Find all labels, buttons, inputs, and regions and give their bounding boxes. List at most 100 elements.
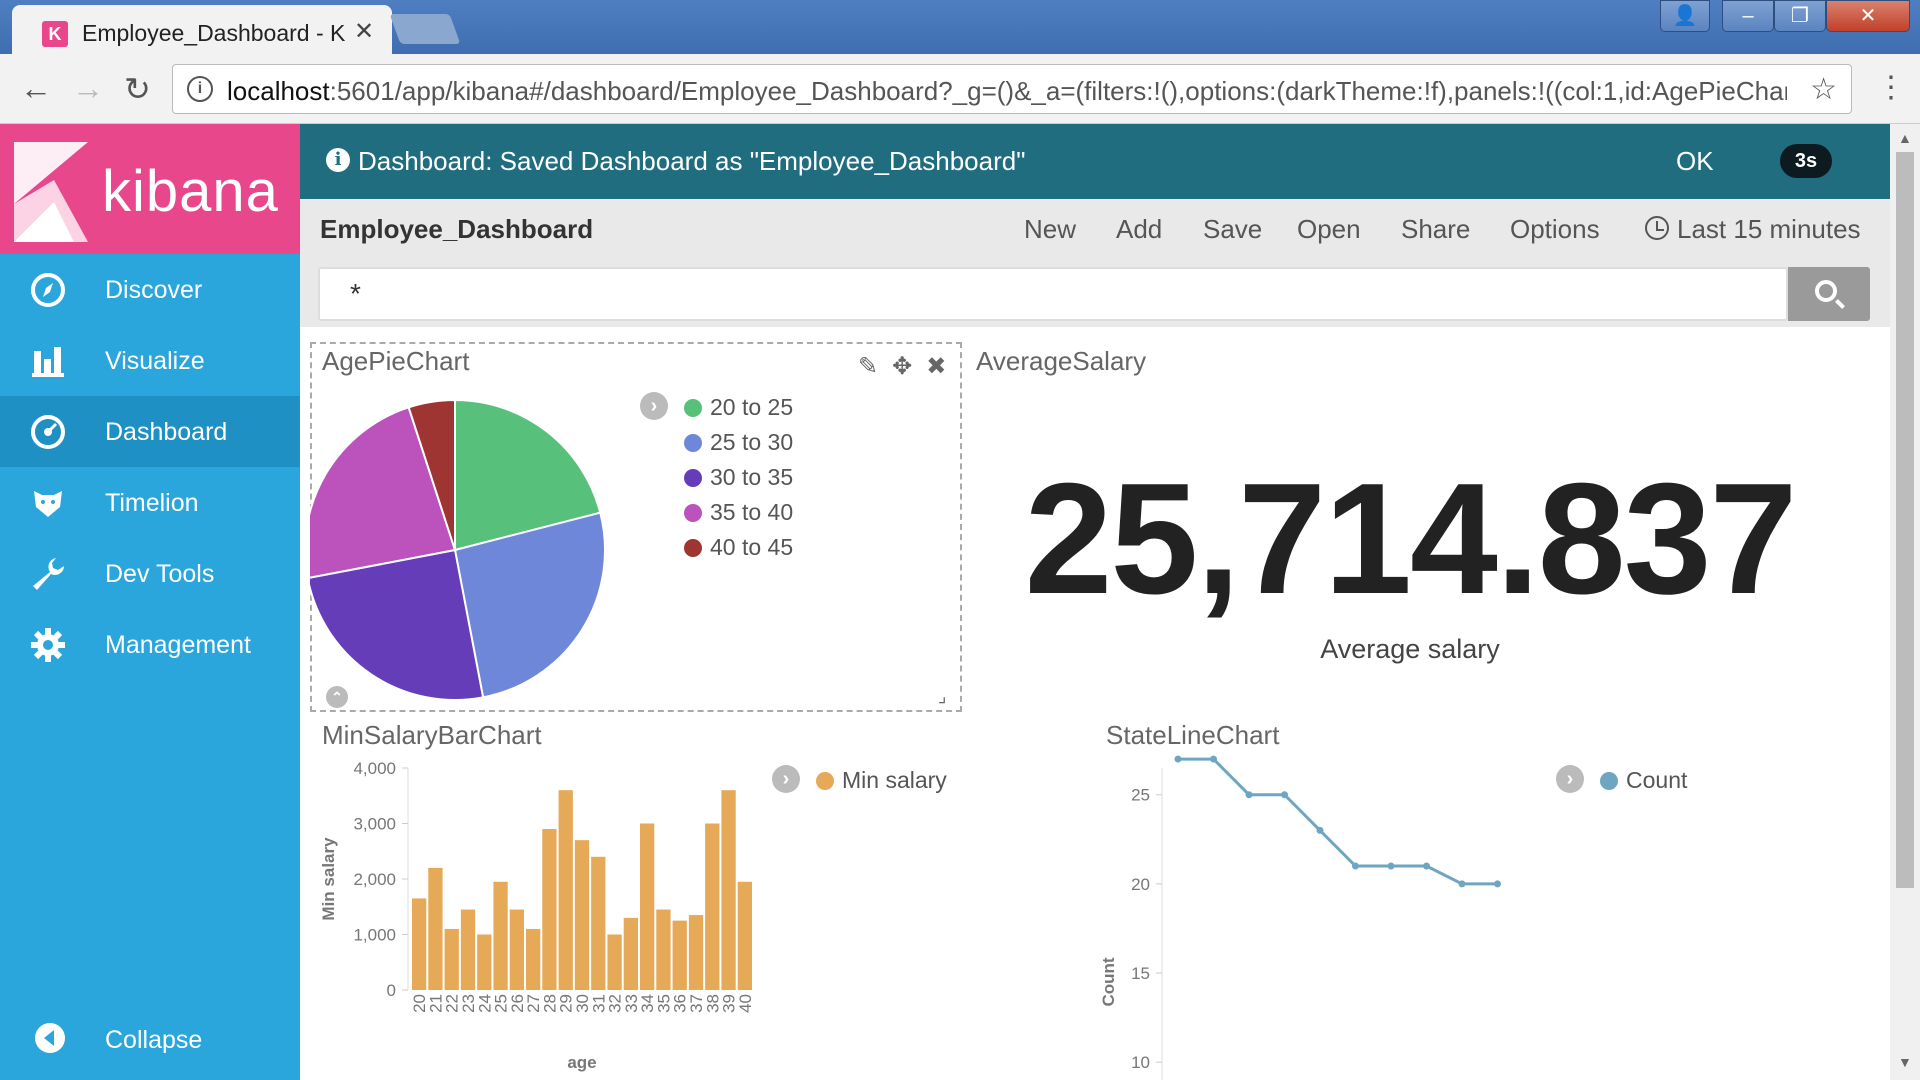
bar[interactable]: [656, 909, 671, 990]
move-icon[interactable]: ✥: [892, 353, 913, 380]
minimize-button[interactable]: –: [1722, 0, 1774, 32]
data-point[interactable]: [1387, 862, 1395, 870]
bar[interactable]: [412, 898, 427, 990]
sidebar-item-visualize[interactable]: Visualize: [0, 325, 300, 396]
site-info-icon[interactable]: i: [187, 76, 213, 102]
page-scrollbar[interactable]: ▲ ▼: [1890, 124, 1920, 1080]
pie-slice[interactable]: [453, 511, 606, 699]
scroll-up-arrow-icon[interactable]: ▲: [1898, 130, 1912, 146]
remove-panel-icon[interactable]: ✖: [926, 353, 947, 380]
share-button[interactable]: Share: [1401, 214, 1471, 244]
maximize-button[interactable]: ❐: [1774, 0, 1826, 32]
y-tick-label: 20: [1131, 875, 1150, 894]
scroll-down-arrow-icon[interactable]: ▼: [1898, 1054, 1912, 1070]
kibana-logo[interactable]: kibana: [0, 124, 300, 254]
x-tick-label: 22: [443, 994, 462, 1013]
time-picker[interactable]: Last 15 minutes: [1677, 214, 1861, 244]
legend-label: 40 to 45: [710, 534, 794, 560]
collapse-button[interactable]: Collapse: [0, 1004, 300, 1074]
dashboard-main: i Dashboard: Saved Dashboard as "Employe…: [300, 124, 1890, 1080]
x-tick-label: 26: [508, 994, 527, 1013]
forward-arrow-icon[interactable]: →: [72, 70, 104, 106]
data-point[interactable]: [1245, 791, 1253, 799]
data-point[interactable]: [1352, 862, 1359, 870]
bar[interactable]: [607, 934, 622, 991]
gear-icon: [31, 628, 65, 662]
legend-item[interactable]: 35 to 40: [684, 499, 793, 534]
bar[interactable]: [688, 915, 704, 990]
bar[interactable]: [460, 909, 476, 990]
pie-slice[interactable]: [310, 548, 485, 701]
sidebar-item-timelion[interactable]: Timelion: [0, 467, 300, 538]
bar[interactable]: [428, 867, 443, 990]
toast-countdown-badge: 3s: [1780, 144, 1832, 178]
bar-panel-title: MinSalaryBarChart: [322, 720, 542, 750]
bar[interactable]: [640, 823, 655, 991]
pie-slice[interactable]: [310, 406, 457, 579]
data-point[interactable]: [1316, 826, 1324, 834]
search-button[interactable]: [1788, 267, 1870, 321]
info-icon: i: [326, 148, 350, 172]
data-point[interactable]: [1494, 880, 1501, 888]
browser-tab[interactable]: K Employee_Dashboard - K ✕: [12, 5, 392, 54]
bar[interactable]: [574, 840, 590, 990]
data-point[interactable]: [1281, 791, 1288, 799]
legend-item[interactable]: 40 to 45: [684, 534, 793, 569]
sidebar-item-discover[interactable]: Discover: [0, 254, 300, 325]
pie-slice[interactable]: [454, 398, 602, 552]
bar-legend-toggle-icon[interactable]: ›: [772, 765, 800, 793]
scroll-thumb[interactable]: [1896, 152, 1914, 888]
line-legend-toggle-icon[interactable]: ›: [1556, 765, 1584, 793]
url-field[interactable]: i localhost:5601/app/kibana#/dashboard/E…: [172, 64, 1852, 114]
window-close-button[interactable]: ✕: [1826, 0, 1910, 32]
collapse-label: Collapse: [105, 1026, 203, 1054]
bar[interactable]: [705, 823, 720, 991]
data-point[interactable]: [1174, 755, 1182, 763]
browser-menu-icon[interactable]: ⋮: [1876, 71, 1906, 104]
legend-item[interactable]: 30 to 35: [684, 464, 793, 499]
sidebar-item-label: Dashboard: [105, 418, 228, 446]
sidebar-item-dashboard[interactable]: Dashboard: [0, 396, 300, 467]
bar[interactable]: [509, 909, 524, 990]
open-button[interactable]: Open: [1297, 214, 1361, 244]
bar[interactable]: [672, 920, 687, 990]
data-point[interactable]: [1458, 880, 1466, 888]
resize-handle-icon[interactable]: ⌟: [938, 686, 947, 706]
profile-icon[interactable]: 👤: [1660, 0, 1710, 32]
legend-item[interactable]: 25 to 30: [684, 429, 793, 464]
bar[interactable]: [737, 881, 752, 990]
bar[interactable]: [477, 934, 492, 991]
bar[interactable]: [444, 928, 459, 990]
panel-collapse-icon[interactable]: ⌃: [326, 686, 348, 708]
sidebar-item-management[interactable]: Management: [0, 609, 300, 680]
legend-item[interactable]: 20 to 25: [684, 394, 793, 429]
tab-close-icon[interactable]: ✕: [354, 18, 375, 45]
average-salary-value: 25,714.837: [1024, 451, 1798, 627]
bar[interactable]: [721, 790, 736, 990]
new-button[interactable]: New: [1024, 214, 1077, 244]
legend-dot: [684, 539, 702, 557]
bar[interactable]: [493, 881, 508, 990]
data-point[interactable]: [1210, 755, 1217, 763]
legend-item[interactable]: Count: [1600, 767, 1687, 802]
data-point[interactable]: [1423, 862, 1430, 870]
bar[interactable]: [558, 790, 573, 990]
pie-slice[interactable]: [407, 398, 456, 551]
bookmark-star-icon[interactable]: ☆: [1810, 73, 1837, 106]
bar[interactable]: [526, 928, 541, 990]
bar[interactable]: [542, 829, 557, 990]
options-button[interactable]: Options: [1510, 214, 1600, 244]
save-button[interactable]: Save: [1203, 214, 1263, 244]
new-tab-button[interactable]: [389, 14, 461, 44]
bar[interactable]: [623, 917, 638, 990]
add-button[interactable]: Add: [1116, 214, 1163, 244]
legend-toggle-icon[interactable]: ›: [640, 392, 668, 420]
reload-icon[interactable]: ↻: [124, 71, 151, 107]
search-input[interactable]: [318, 267, 1788, 321]
toast-ok-button[interactable]: OK: [1676, 146, 1714, 176]
back-arrow-icon[interactable]: ←: [20, 70, 52, 106]
sidebar-item-dev-tools[interactable]: Dev Tools: [0, 538, 300, 609]
edit-pencil-icon[interactable]: ✎: [858, 353, 879, 380]
bar[interactable]: [591, 856, 606, 990]
legend-item[interactable]: Min salary: [816, 767, 947, 802]
